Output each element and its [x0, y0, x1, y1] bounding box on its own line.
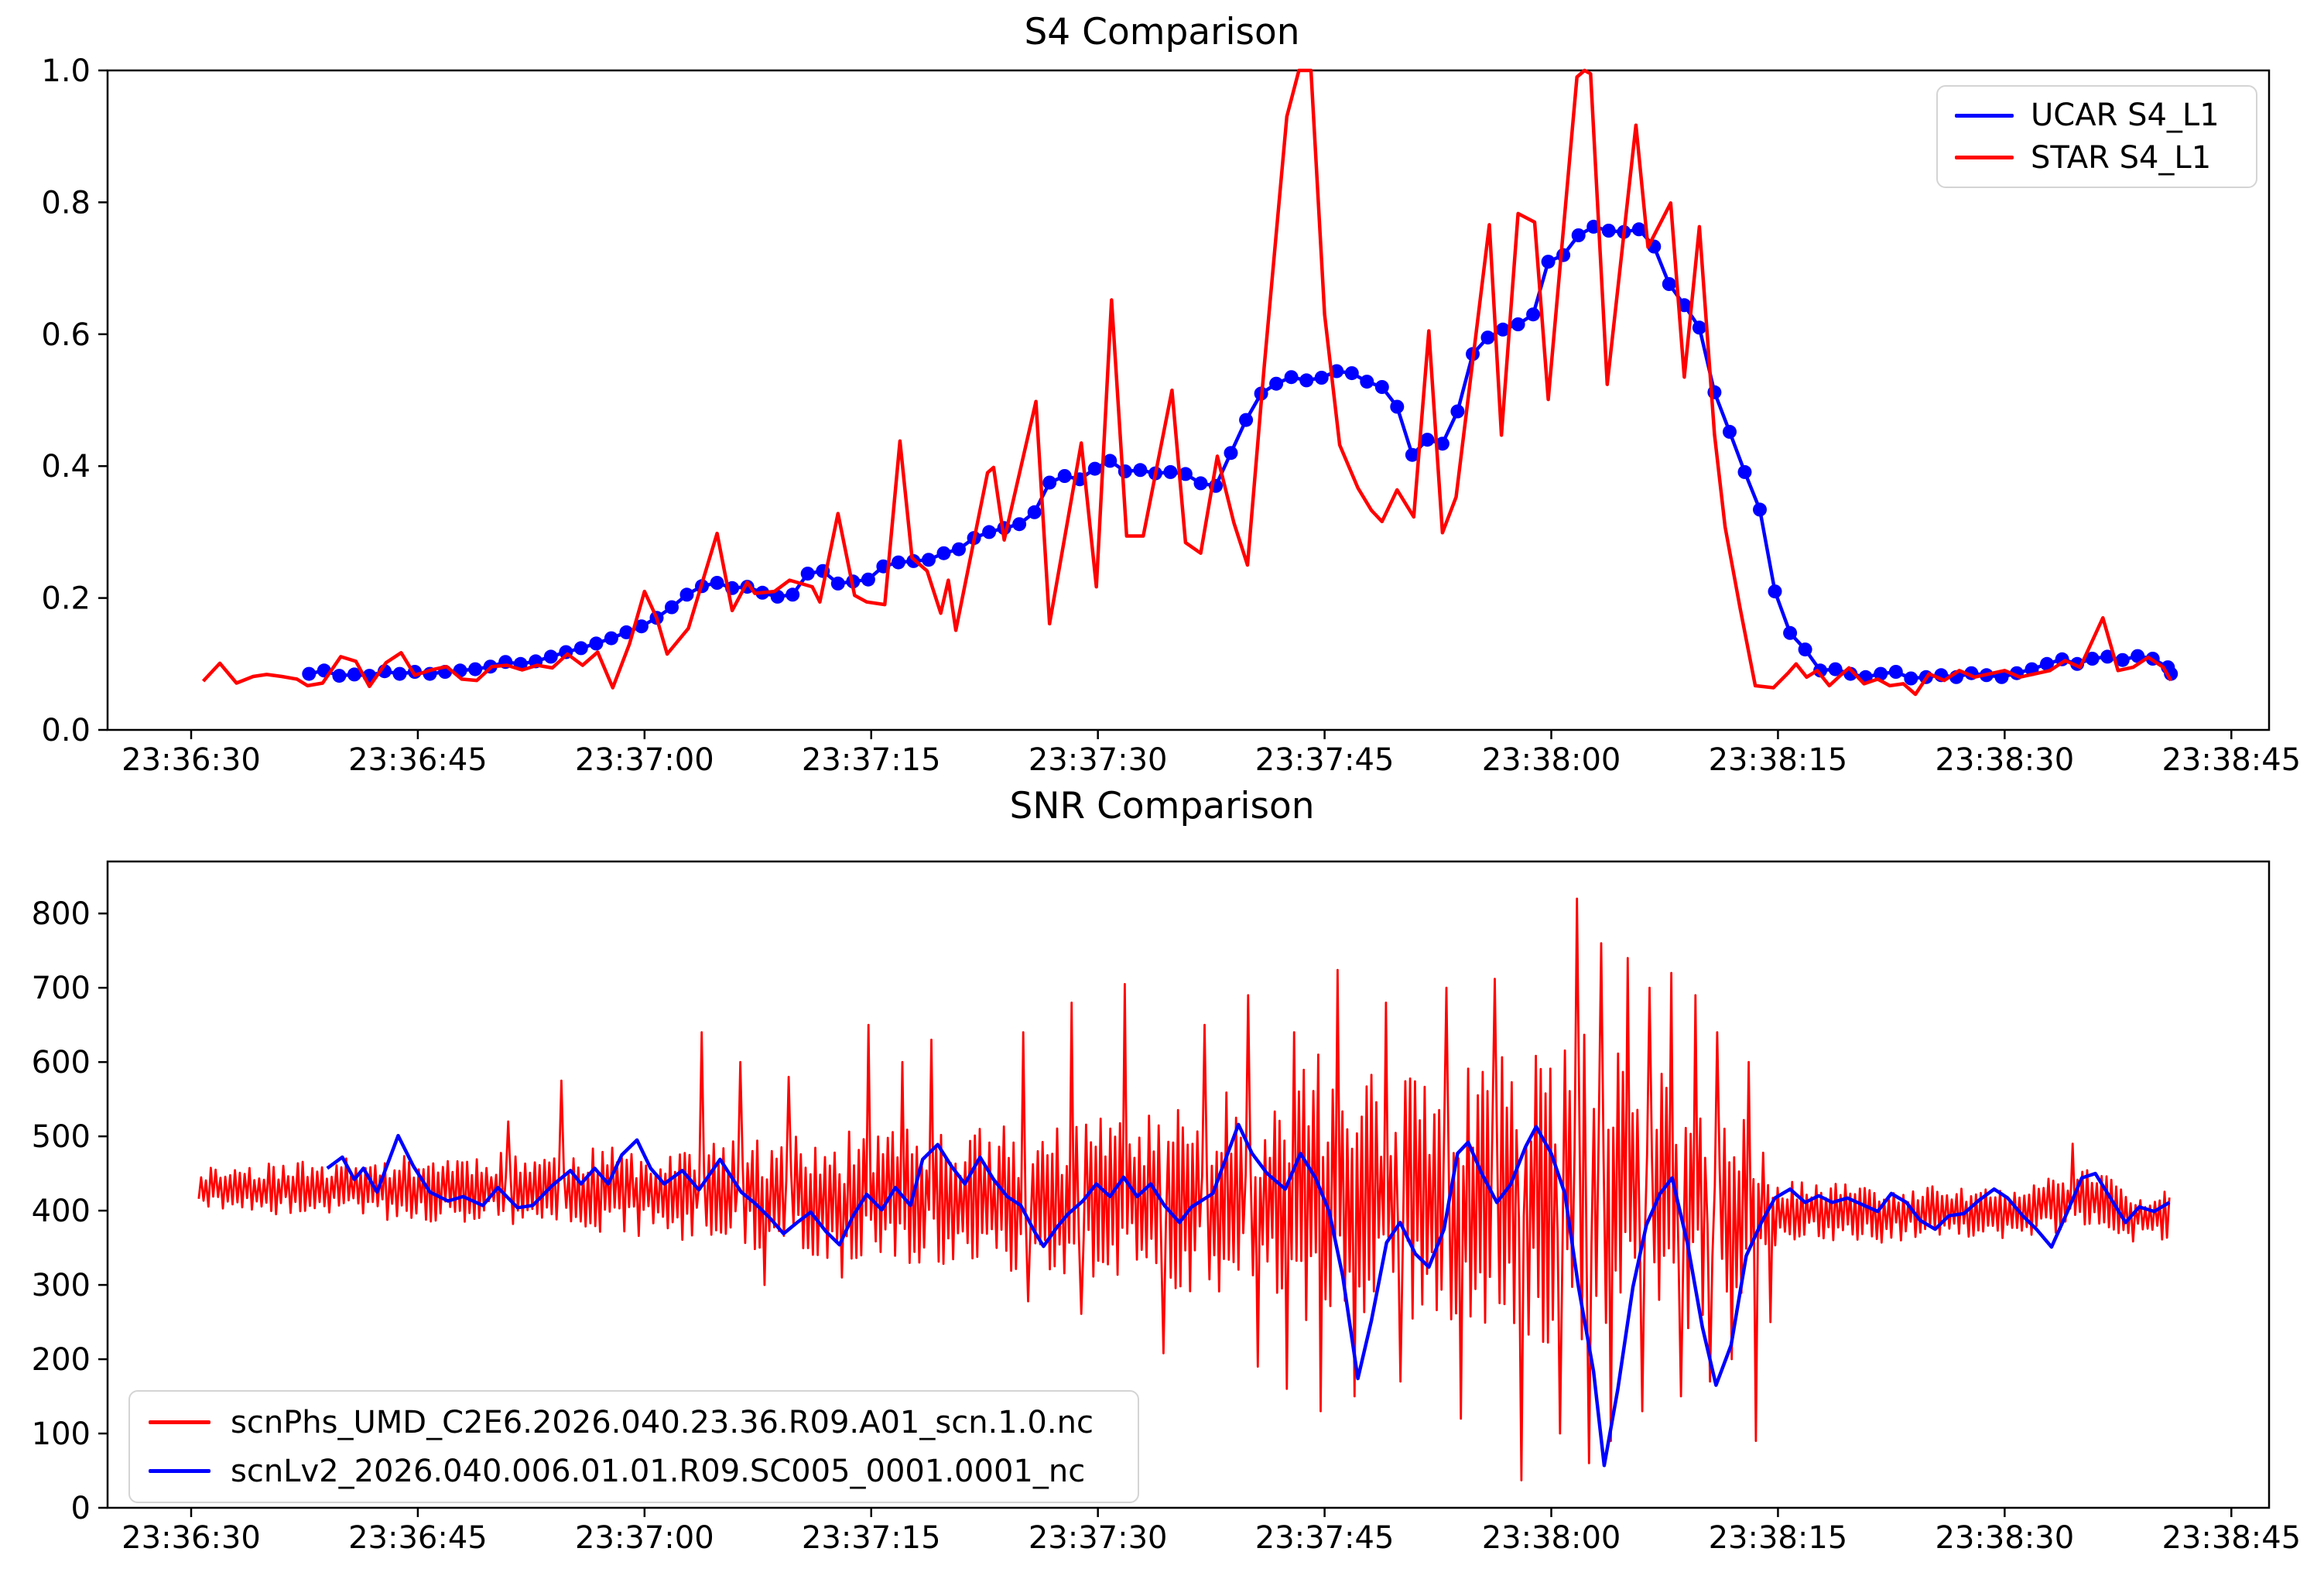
s4-x-tick-label: 23:36:30	[122, 742, 261, 778]
scnphs-line-swatch	[149, 1420, 210, 1424]
s4-x-tick-label: 23:37:15	[802, 742, 941, 778]
snr-x-tick-label: 23:37:30	[1029, 1520, 1168, 1556]
snr-x-tick-label: 23:38:30	[1936, 1520, 2075, 1556]
s4-y-tick-label: 1.0	[41, 53, 91, 89]
snr-axes: 23:36:30 23:36:45 23:37:00 23:37:15 23:37:30…	[32, 860, 2301, 1556]
s4-legend: UCAR S4_L1 STAR S4_L1	[1936, 85, 2257, 188]
snr-y-tick-label: 100	[32, 1416, 91, 1452]
snr-x-tick-label: 23:38:00	[1482, 1520, 1621, 1556]
snr-y-tick-label: 300	[32, 1268, 91, 1303]
scnlv2-line-swatch	[149, 1469, 210, 1473]
snr-y-tick-label: 800	[32, 896, 91, 932]
s4-series-line	[201, 68, 2173, 697]
s4-x-tick-label: 23:38:00	[1482, 742, 1621, 778]
snr-x-tick-label: 23:37:45	[1255, 1520, 1395, 1556]
star-line-swatch	[1955, 156, 2014, 160]
snr-legend-label-scnlv2: scnLv2_2026.040.006.01.01.R09.SC005_0001…	[231, 1453, 1086, 1489]
snr-y-tick-label: 400	[32, 1194, 91, 1229]
s4-axes: 23:36:30 23:36:45 23:37:00 23:37:15 23:37:30…	[41, 53, 2301, 778]
snr-legend-label-scnphs: scnPhs_UMD_C2E6.2026.040.23.36.R09.A01_s…	[231, 1404, 1094, 1440]
s4-x-tick-label: 23:38:45	[2161, 742, 2301, 778]
s4-series-line	[308, 224, 2173, 680]
ucar-line-swatch	[1955, 113, 2014, 118]
s4-x-tick-label: 23:36:45	[348, 742, 488, 778]
s4-y-tick-label: 0.6	[41, 317, 91, 353]
snr-y-tick-label: 500	[32, 1119, 91, 1155]
s4-x-tick-label: 23:37:30	[1029, 742, 1168, 778]
s4-x-tick-label: 23:38:15	[1709, 742, 1848, 778]
s4-legend-row-ucar: UCAR S4_L1	[1938, 94, 2256, 137]
snr-chart-title: SNR Comparison	[1009, 785, 1315, 827]
snr-y-tick-label: 700	[32, 971, 91, 1006]
snr-legend: scnPhs_UMD_C2E6.2026.040.23.36.R09.A01_s…	[128, 1390, 1139, 1503]
snr-x-tick-label: 23:38:15	[1709, 1520, 1848, 1556]
s4-y-tick-label: 0.0	[41, 713, 91, 748]
snr-legend-row-scnphs: scnPhs_UMD_C2E6.2026.040.23.36.R09.A01_s…	[130, 1398, 1138, 1447]
snr-y-tick-label: 200	[32, 1342, 91, 1378]
s4-series-markers	[302, 219, 2179, 686]
snr-legend-row-scnlv2: scnLv2_2026.040.006.01.01.R09.SC005_0001…	[130, 1447, 1138, 1495]
snr-y-tick-label: 600	[32, 1045, 91, 1081]
s4-legend-row-star: STAR S4_L1	[1938, 137, 2256, 180]
s4-y-tick-label: 0.2	[41, 581, 91, 617]
s4-y-tick-label: 0.4	[41, 449, 91, 485]
s4-chart-title: S4 Comparison	[1024, 11, 1300, 53]
snr-x-tick-label: 23:38:45	[2161, 1520, 2301, 1556]
s4-legend-label-star: STAR S4_L1	[2031, 139, 2212, 176]
snr-x-tick-label: 23:36:30	[122, 1520, 261, 1556]
s4-x-tick-label: 23:37:45	[1255, 742, 1395, 778]
snr-x-tick-label: 23:37:00	[575, 1520, 714, 1556]
s4-y-tick-label: 0.8	[41, 185, 91, 221]
snr-x-tick-label: 23:37:15	[802, 1520, 941, 1556]
snr-series-line	[326, 1122, 2171, 1468]
snr-y-tick-label: 0	[71, 1491, 91, 1526]
snr-x-tick-label: 23:36:45	[348, 1520, 488, 1556]
s4-legend-label-ucar: UCAR S4_L1	[2031, 98, 2220, 134]
s4-x-tick-label: 23:38:30	[1936, 742, 2075, 778]
s4-x-tick-label: 23:37:00	[575, 742, 714, 778]
